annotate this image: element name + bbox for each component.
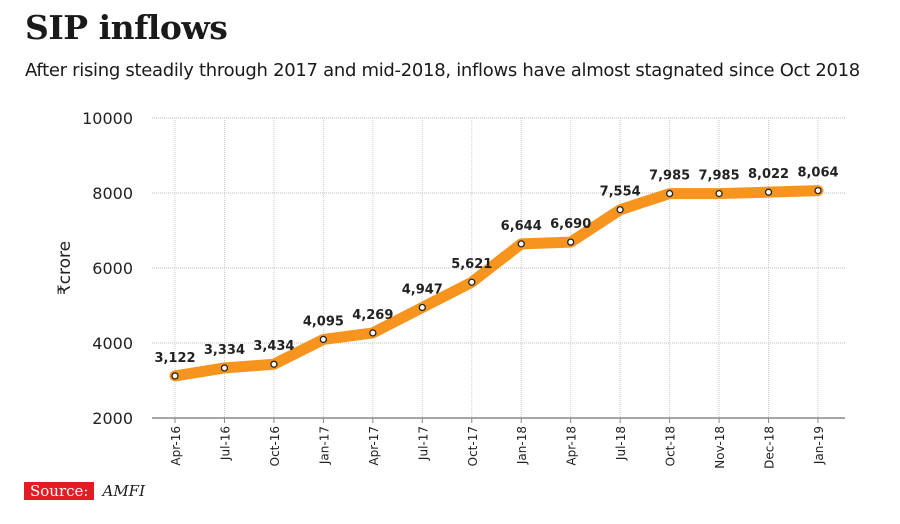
- y-tick-label: 10000: [82, 109, 133, 128]
- data-label: 7,985: [699, 169, 740, 184]
- x-tick-label: Oct-16: [268, 426, 282, 466]
- source-value: AMFI: [102, 482, 146, 500]
- data-label: 3,434: [253, 339, 294, 354]
- data-point: [369, 329, 377, 337]
- data-label: 8,064: [797, 166, 838, 181]
- source-note: Source: AMFI: [24, 482, 145, 500]
- x-tick-label: Apr-18: [565, 426, 579, 466]
- x-tick-label: Jul-17: [416, 426, 430, 461]
- data-label: 6,644: [501, 219, 542, 234]
- x-tick-label: Jan-18: [515, 426, 529, 465]
- data-point: [418, 303, 426, 312]
- x-tick-label: Jul-18: [614, 426, 628, 461]
- data-label: 4,947: [402, 282, 443, 297]
- data-label: 6,690: [550, 217, 591, 232]
- chart-title: SIP inflows: [25, 8, 228, 47]
- data-point: [220, 364, 229, 372]
- x-tick-label: Apr-17: [367, 426, 381, 466]
- data-label: 4,095: [303, 314, 344, 329]
- data-label: 7,985: [649, 169, 690, 184]
- data-label: 7,554: [600, 185, 641, 200]
- x-tick-label: Oct-17: [466, 426, 480, 466]
- y-tick-label: 6000: [92, 259, 133, 278]
- data-label: 4,269: [352, 308, 393, 323]
- y-tick-label: 8000: [92, 184, 133, 203]
- y-tick-label: 2000: [92, 409, 133, 428]
- x-tick-label: Oct-18: [664, 426, 678, 466]
- data-label: 3,122: [154, 351, 195, 366]
- data-label: 8,022: [748, 167, 789, 182]
- data-point: [319, 335, 328, 344]
- data-point: [764, 188, 773, 196]
- x-tick-label: Dec-18: [763, 426, 777, 469]
- data-point: [171, 372, 179, 380]
- data-point: [270, 360, 278, 368]
- data-point: [665, 189, 674, 198]
- y-tick-label: 4000: [92, 334, 133, 353]
- x-tick-label: Nov-18: [713, 426, 727, 469]
- data-point: [468, 278, 476, 286]
- data-point: [814, 186, 822, 195]
- data-point: [715, 189, 723, 198]
- data-point: [616, 206, 624, 214]
- chart-subtitle: After rising steadily through 2017 and m…: [25, 60, 860, 81]
- x-tick-label: Jan-19: [812, 426, 826, 465]
- data-point: [567, 238, 575, 246]
- source-label: Source:: [24, 482, 95, 500]
- series-line: [169, 185, 824, 382]
- data-label: 3,334: [204, 343, 245, 358]
- x-tick-label: Jan-17: [317, 426, 331, 465]
- data-label: 5,621: [451, 257, 492, 272]
- x-tick-label: Jul-16: [218, 426, 232, 461]
- data-point: [517, 240, 525, 248]
- y-axis-label: ₹crore: [55, 241, 75, 295]
- x-tick-label: Apr-16: [169, 426, 183, 466]
